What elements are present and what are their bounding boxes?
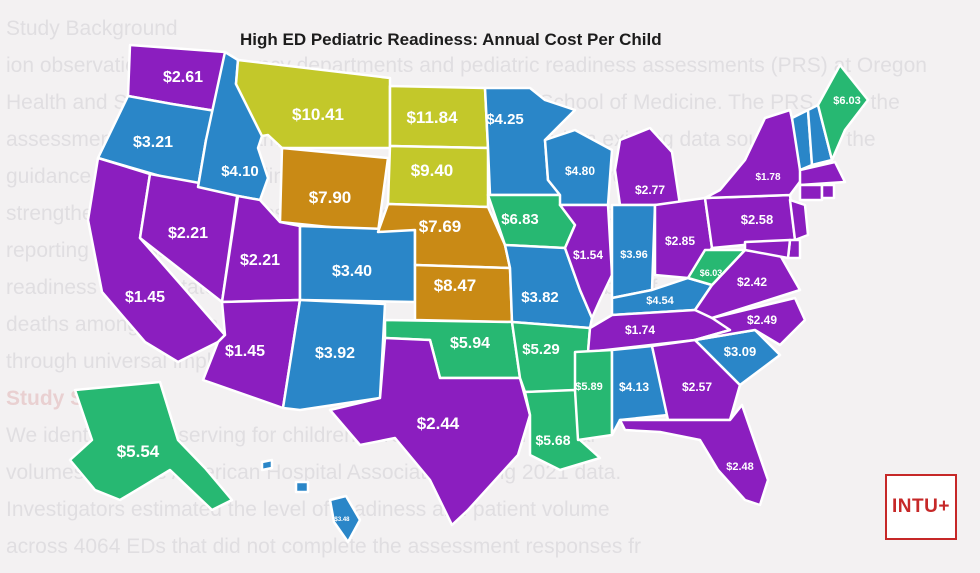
state-value-wi: $4.80 <box>565 164 595 178</box>
state-tx <box>328 336 532 527</box>
state-value-ar: $5.29 <box>522 341 560 358</box>
state-value-id: $4.10 <box>221 163 259 180</box>
state-value-nc: $2.49 <box>747 313 777 327</box>
state-value-fl: $2.48 <box>726 461 754 473</box>
state-value-pa: $2.58 <box>741 212 774 227</box>
state-value-ak: $5.54 <box>117 442 160 461</box>
state-value-me: $6.03 <box>833 95 861 107</box>
state-value-mn: $4.25 <box>486 111 524 128</box>
state-value-la: $5.68 <box>535 432 570 448</box>
state-al <box>610 344 670 437</box>
state-ny <box>703 108 807 200</box>
state-value-tn: $1.74 <box>625 323 655 337</box>
state-value-mt: $10.41 <box>292 105 344 124</box>
state-value-ny: $1.78 <box>755 172 780 183</box>
intu-logo: INTU+ <box>885 474 957 540</box>
state-value-il: $1.54 <box>573 248 603 262</box>
logo-text: INTU+ <box>892 496 950 517</box>
state-value-nd: $11.84 <box>406 108 458 127</box>
map-title: High ED Pediatric Readiness: Annual Cost… <box>240 30 662 49</box>
state-value-hi: $3.48 <box>334 517 350 523</box>
state-hi <box>260 458 362 544</box>
state-nj <box>788 198 810 242</box>
state-nm <box>281 298 387 412</box>
state-value-ms: $5.89 <box>575 381 603 393</box>
state-il <box>558 203 614 320</box>
state-value-va: $2.42 <box>737 275 767 289</box>
state-me <box>816 63 870 162</box>
state-value-ne: $7.69 <box>419 217 462 236</box>
state-ct <box>798 183 824 202</box>
state-value-ky: $4.54 <box>646 295 674 307</box>
state-value-wv: $6.03 <box>700 268 723 278</box>
state-value-ca: $1.45 <box>125 289 165 306</box>
state-ma <box>798 160 847 187</box>
state-value-ia: $6.83 <box>501 211 539 228</box>
state-value-sd: $9.40 <box>411 161 454 180</box>
state-value-or: $3.21 <box>133 134 173 151</box>
state-value-nm: $3.92 <box>315 345 355 362</box>
state-wv <box>686 248 747 287</box>
state-value-ga: $2.57 <box>682 380 712 394</box>
state-fl <box>618 403 770 507</box>
state-value-az: $1.45 <box>225 343 265 360</box>
state-value-al: $4.13 <box>619 380 649 394</box>
state-value-ks: $8.47 <box>434 276 477 295</box>
state-ms <box>573 348 614 442</box>
state-value-mi: $2.77 <box>635 183 665 197</box>
state-value-oh: $2.85 <box>665 234 695 248</box>
state-value-ut: $2.21 <box>240 252 280 269</box>
state-value-tx: $2.44 <box>417 414 460 433</box>
state-value-ok: $5.94 <box>450 335 490 352</box>
state-value-in: $3.96 <box>620 249 648 261</box>
state-md <box>743 238 792 260</box>
state-value-sc: $3.09 <box>724 344 757 359</box>
state-value-nv: $2.21 <box>168 225 208 242</box>
state-value-wy: $7.90 <box>309 188 352 207</box>
state-value-wa: $2.61 <box>163 69 203 86</box>
state-ak <box>68 380 234 512</box>
state-value-co: $3.40 <box>332 263 372 280</box>
state-ri <box>820 183 836 200</box>
state-ga <box>650 338 742 422</box>
state-nc <box>693 296 807 347</box>
state-value-mo: $3.82 <box>521 289 559 306</box>
